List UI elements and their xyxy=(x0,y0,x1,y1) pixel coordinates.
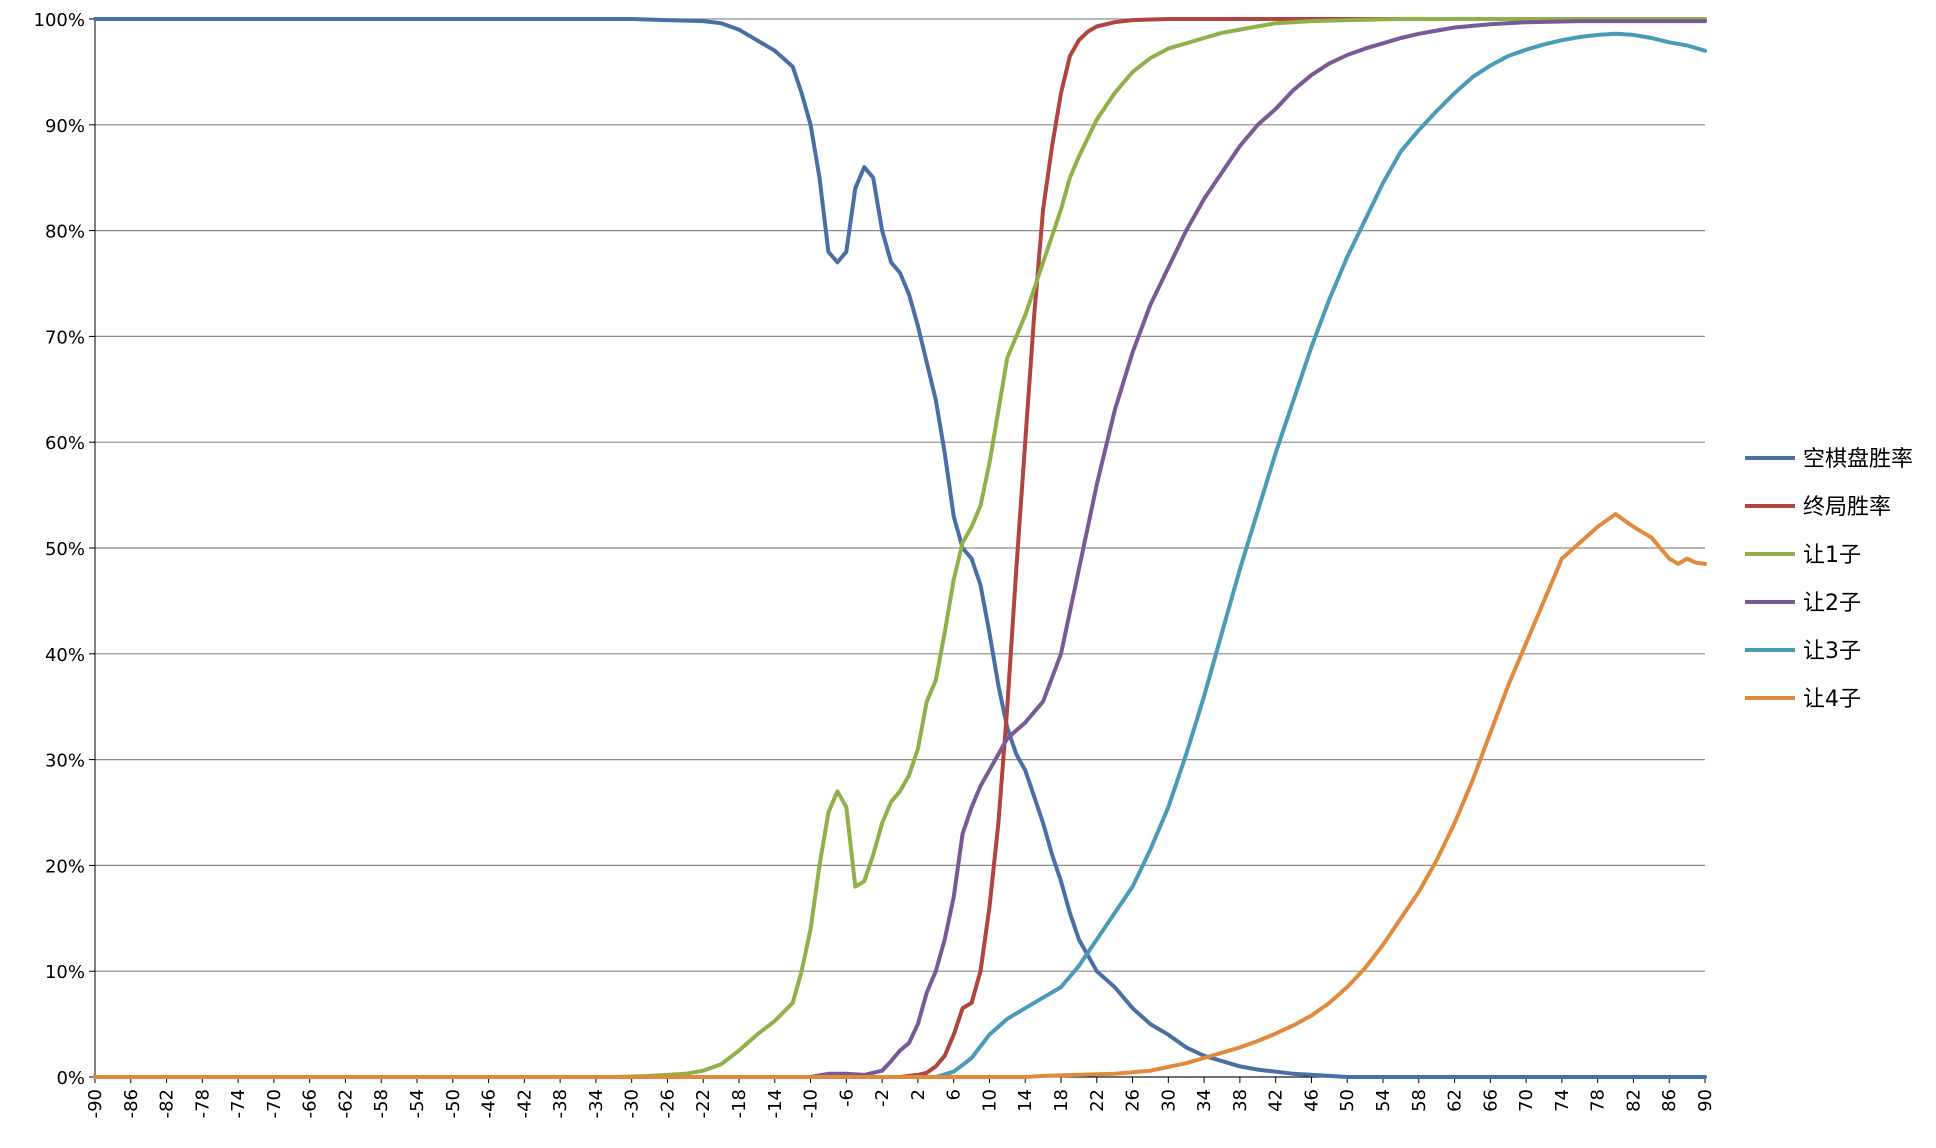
x-tick-label: 78 xyxy=(1588,1089,1609,1112)
y-tick-label: 20% xyxy=(45,856,85,877)
y-tick-label: 50% xyxy=(45,539,85,560)
x-tick-label: -74 xyxy=(228,1089,249,1118)
x-tick-label: 54 xyxy=(1373,1089,1394,1112)
legend-label: 让1子 xyxy=(1803,543,1861,568)
x-tick-label: 58 xyxy=(1409,1089,1430,1112)
x-tick-label: 26 xyxy=(1123,1089,1144,1112)
x-tick-label: 46 xyxy=(1301,1089,1322,1112)
legend-label: 终局胜率 xyxy=(1803,495,1891,520)
series-line-5 xyxy=(93,31,1707,1079)
legend-label: 让3子 xyxy=(1803,639,1861,664)
y-tick-label: 90% xyxy=(45,116,85,137)
x-tick-label: 70 xyxy=(1516,1089,1537,1112)
x-tick-label: -62 xyxy=(335,1089,356,1118)
x-tick-label: 90 xyxy=(1695,1089,1716,1112)
x-tick-label: -58 xyxy=(371,1089,392,1118)
y-tick-label: 70% xyxy=(45,327,85,348)
y-tick-label: 100% xyxy=(34,10,85,31)
x-tick-label: -2 xyxy=(872,1089,893,1107)
x-tick-label: -82 xyxy=(157,1089,178,1118)
x-tick-label: 30 xyxy=(1158,1089,1179,1112)
x-tick-label: -90 xyxy=(85,1089,106,1118)
series-line-2 xyxy=(93,17,1707,1079)
x-tick-label: -26 xyxy=(657,1089,678,1118)
y-tick-label: 60% xyxy=(45,433,85,454)
y-tick-label: 80% xyxy=(45,222,85,243)
x-tick-label: -14 xyxy=(765,1089,786,1118)
gridlines xyxy=(95,18,1705,1078)
x-tick-label: 34 xyxy=(1194,1089,1215,1112)
x-tick-label: -86 xyxy=(121,1089,142,1118)
x-tick-label: 10 xyxy=(979,1089,1000,1112)
x-tick-label: -70 xyxy=(264,1089,285,1118)
x-tick-label: -22 xyxy=(693,1089,714,1118)
y-axis-tick-labels: 0% 10% 20% 30% 40% 50% 60% 70% 80% 90% 100% xyxy=(34,10,85,1089)
x-axis-tick-labels: -90 -86 -82 -78 -74 -70 -66 -62 -58 -54 -50 -46 -42-… xyxy=(85,1089,1716,1118)
y-tick-label: 0% xyxy=(56,1068,85,1089)
x-tick-label: 42 xyxy=(1266,1089,1287,1112)
series-line-6 xyxy=(93,512,1707,1079)
x-tick-label: 82 xyxy=(1623,1089,1644,1112)
legend-label: 让2子 xyxy=(1803,591,1861,616)
x-tick-label: -42 xyxy=(514,1089,535,1118)
x-tick-label: -66 xyxy=(300,1089,321,1118)
x-tick-label: -6 xyxy=(836,1089,857,1107)
y-tick-label: 30% xyxy=(45,751,85,772)
y-tick-label: 40% xyxy=(45,645,85,666)
legend-label: 空棋盘胜率 xyxy=(1803,447,1913,472)
x-tick-label: -54 xyxy=(407,1089,428,1118)
x-tick-label: -46 xyxy=(479,1089,500,1118)
x-tick-label: 38 xyxy=(1230,1089,1251,1112)
x-tick-label: -34 xyxy=(586,1089,607,1118)
x-tick-label: -30 xyxy=(622,1089,643,1118)
x-tick-label: -10 xyxy=(801,1089,822,1118)
x-tick-label: -50 xyxy=(443,1089,464,1118)
y-tick-label: 10% xyxy=(45,962,85,983)
x-tick-label: 22 xyxy=(1087,1089,1108,1112)
series-lines xyxy=(93,17,1707,1079)
x-tick-label: 66 xyxy=(1480,1089,1501,1112)
x-tick-label: -38 xyxy=(550,1089,571,1118)
x-tick-label: -78 xyxy=(192,1089,213,1118)
legend-label: 让4子 xyxy=(1803,687,1861,712)
x-tick-label: 14 xyxy=(1015,1089,1036,1112)
x-tick-label: 50 xyxy=(1337,1089,1358,1112)
x-tick-label: -18 xyxy=(729,1089,750,1118)
x-tick-label: 18 xyxy=(1051,1089,1072,1112)
axes xyxy=(89,18,1706,1083)
x-tick-label: 74 xyxy=(1552,1089,1573,1112)
series-line-4 xyxy=(93,19,1707,1079)
x-tick-label: 6 xyxy=(944,1089,965,1100)
series-line-3 xyxy=(93,17,1707,1079)
x-tick-label: 2 xyxy=(908,1089,929,1100)
x-tick-label: 86 xyxy=(1659,1089,1680,1112)
series-line-1 xyxy=(93,17,1707,1079)
x-tick-label: 62 xyxy=(1445,1089,1466,1112)
